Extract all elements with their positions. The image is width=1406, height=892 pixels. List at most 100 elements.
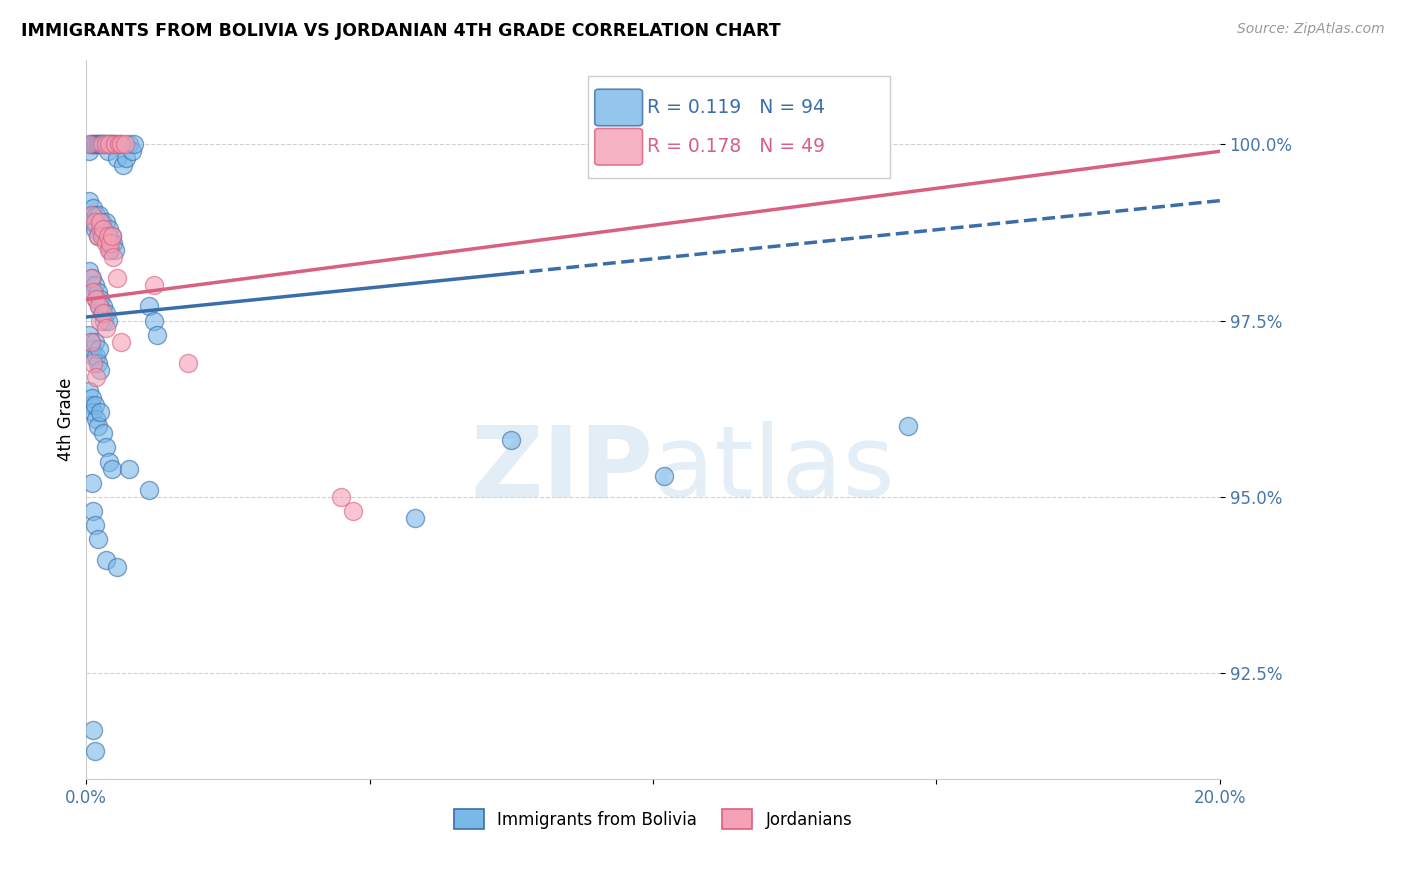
Point <box>80 137 103 152</box>
Point <box>83 334 105 349</box>
Point <box>80 334 103 349</box>
Point <box>121 145 143 159</box>
Point <box>87 342 110 356</box>
Text: ZIP: ZIP <box>470 421 652 518</box>
Point <box>342 504 364 518</box>
Point <box>93 228 115 243</box>
Point <box>82 349 104 363</box>
Point <box>98 235 121 250</box>
Point <box>101 461 124 475</box>
Point <box>86 293 108 307</box>
Point <box>101 228 124 243</box>
Point <box>97 313 120 327</box>
Point <box>83 278 105 293</box>
Point <box>93 137 115 152</box>
Point <box>80 215 103 229</box>
Point <box>897 419 920 434</box>
Point <box>89 222 111 236</box>
Point <box>501 434 523 448</box>
Point <box>80 334 103 349</box>
Point <box>143 278 166 293</box>
Point <box>94 137 117 152</box>
Point <box>404 511 426 525</box>
Point <box>86 419 108 434</box>
Point <box>77 137 100 152</box>
Point <box>110 137 132 152</box>
Point <box>91 215 114 229</box>
Point <box>97 454 120 468</box>
Legend: Immigrants from Bolivia, Jordanians: Immigrants from Bolivia, Jordanians <box>447 803 859 835</box>
Point <box>82 405 104 419</box>
Point <box>115 151 138 165</box>
Point <box>97 137 120 152</box>
Point <box>83 137 105 152</box>
Point <box>83 222 105 236</box>
Point <box>77 327 100 342</box>
Point <box>330 490 353 504</box>
Point <box>86 228 108 243</box>
Point <box>82 504 104 518</box>
Point <box>91 222 114 236</box>
Point <box>89 313 111 327</box>
Point <box>138 300 160 314</box>
Point <box>77 194 100 208</box>
Point <box>86 532 108 546</box>
Point <box>86 137 108 152</box>
Point <box>82 723 104 737</box>
Point <box>110 334 132 349</box>
Point <box>91 222 114 236</box>
Point <box>97 137 120 152</box>
Point <box>86 412 108 426</box>
Point <box>107 271 129 285</box>
Point <box>654 468 676 483</box>
Point <box>86 137 108 152</box>
Text: atlas: atlas <box>652 421 894 518</box>
Point <box>83 215 105 229</box>
Point <box>93 313 115 327</box>
Point <box>107 560 129 574</box>
Point <box>86 293 108 307</box>
Point <box>98 137 121 152</box>
Point <box>101 228 124 243</box>
Point <box>97 222 120 236</box>
Point <box>91 306 114 320</box>
Point <box>82 285 104 300</box>
Text: IMMIGRANTS FROM BOLIVIA VS JORDANIAN 4TH GRADE CORRELATION CHART: IMMIGRANTS FROM BOLIVIA VS JORDANIAN 4TH… <box>21 22 780 40</box>
Point <box>97 228 120 243</box>
Point <box>87 208 110 222</box>
Point <box>83 398 105 412</box>
Point <box>91 228 114 243</box>
Point <box>80 137 103 152</box>
Point <box>103 235 125 250</box>
Point <box>89 363 111 377</box>
Point <box>83 744 105 758</box>
Text: R = 0.119   N = 94: R = 0.119 N = 94 <box>647 97 825 117</box>
Point <box>80 278 103 293</box>
Point <box>107 151 129 165</box>
Point <box>124 137 146 152</box>
Point <box>91 137 114 152</box>
Point <box>104 243 127 257</box>
Point <box>80 271 103 285</box>
Point <box>91 137 114 152</box>
Point <box>82 201 104 215</box>
Point <box>108 137 131 152</box>
Point <box>98 243 121 257</box>
Point <box>177 356 200 370</box>
Point <box>91 306 114 320</box>
Point <box>118 461 141 475</box>
Point <box>80 391 103 405</box>
Point <box>138 483 160 497</box>
Y-axis label: 4th Grade: 4th Grade <box>58 377 75 461</box>
Point <box>146 327 169 342</box>
Point <box>755 145 778 159</box>
Point <box>80 398 103 412</box>
Point <box>86 349 108 363</box>
Point <box>91 300 114 314</box>
Point <box>91 426 114 441</box>
Point <box>80 271 103 285</box>
Point <box>94 137 117 152</box>
Point <box>110 137 132 152</box>
Point <box>80 475 103 490</box>
Point <box>97 243 120 257</box>
